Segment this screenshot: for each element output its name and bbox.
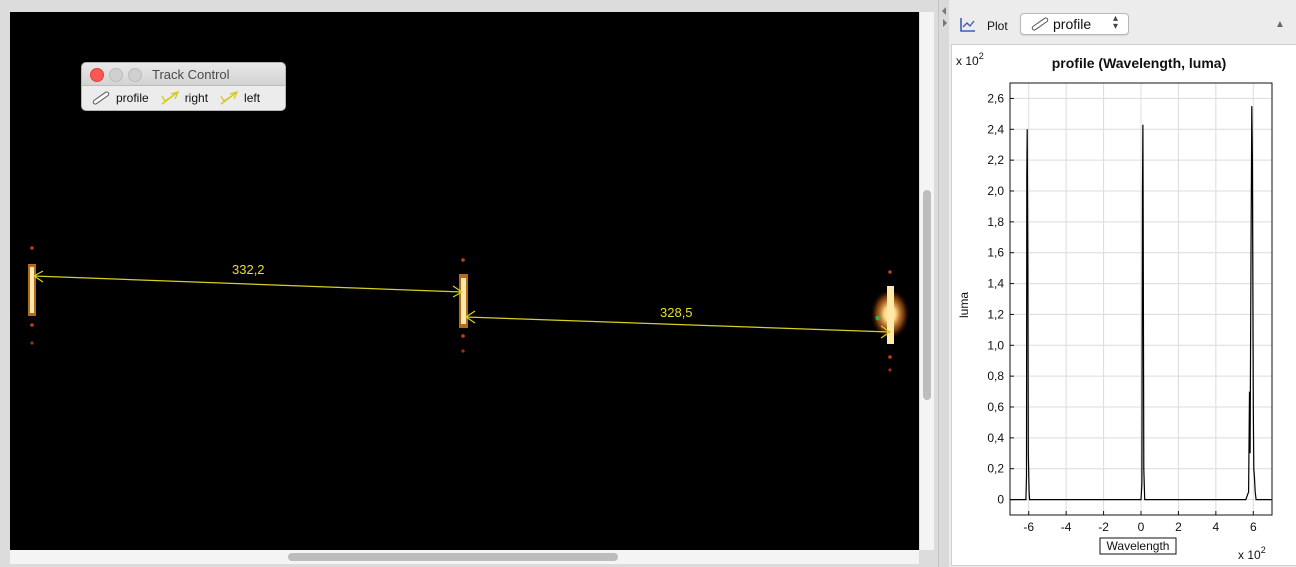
y-tick-label: 0,8: [987, 369, 1004, 383]
profile-icon: [92, 91, 110, 105]
collapse-arrows-icon[interactable]: [940, 4, 950, 44]
split-pane-divider[interactable]: [938, 0, 949, 567]
track-item-label: profile: [116, 91, 149, 105]
track-icon: [220, 90, 239, 105]
y-tick-label: 2,6: [987, 91, 1004, 105]
y-tick-label: 1,4: [987, 277, 1004, 291]
y-tick-label: 0: [997, 493, 1004, 507]
plot-label: Plot: [987, 19, 1008, 33]
track-control-items: profile right left: [82, 86, 285, 110]
series-line: [1010, 106, 1272, 501]
x-tick-label: 4: [1213, 520, 1220, 534]
plot-toolbar: Plot profile ▴ ▾ ▲: [949, 10, 1296, 38]
measure-label-1: 332,2: [232, 262, 265, 277]
chart-axes: -6 -4 -2 0 2 4 6 0 0,2 0,4 0,6 0,8 1,0 1,2 1,4 1,6 1,8 2,…: [987, 82, 1273, 534]
horizontal-scroll-thumb[interactable]: [288, 553, 618, 561]
plot-pane: Plot profile ▴ ▾ ▲ -6 -4 -2 0 2 4 6 0 0,2 0,4 0,6 0,…: [949, 0, 1296, 567]
select-arrows-icon: ▴ ▾: [1113, 13, 1119, 32]
track-icon: [161, 90, 179, 105]
minimize-button[interactable]: [109, 68, 123, 82]
y-tick-label: 1,6: [987, 246, 1004, 260]
chart-svg: -6 -4 -2 0 2 4 6 0 0,2 0,4 0,6 0,8 1,0 1,2 1,4 1,6 1,8 2,…: [956, 51, 1273, 562]
y-tick-label: 0,6: [987, 400, 1004, 414]
x-tick-label: 6: [1250, 520, 1257, 534]
y-tick-label: 2,4: [987, 122, 1004, 136]
y-tick-label: 1,2: [987, 307, 1004, 321]
measure-arrow-1[interactable]: 332,2: [32, 262, 464, 298]
x-tick-label: 2: [1175, 520, 1182, 534]
spectral-line-center: [459, 258, 468, 353]
track-control-titlebar[interactable]: Track Control: [82, 63, 285, 86]
collapse-panel-icon[interactable]: ▲: [1275, 19, 1285, 30]
x-tick-label: -2: [1098, 520, 1109, 534]
x-tick-label: 0: [1138, 520, 1145, 534]
x-multiplier: x 102: [1238, 545, 1266, 562]
vertical-scroll-thumb[interactable]: [923, 190, 931, 400]
profile-icon: [1031, 17, 1049, 31]
measure-arrow-2[interactable]: 328,5: [464, 305, 892, 339]
horizontal-scrollbar[interactable]: [10, 550, 919, 564]
zoom-button[interactable]: [128, 68, 142, 82]
track-item-left[interactable]: left: [218, 90, 260, 106]
chart-grid: [1010, 83, 1272, 515]
y-tick-label: 1,0: [987, 338, 1004, 352]
track-item-profile[interactable]: profile: [90, 90, 149, 106]
y-axis-label: luma: [957, 292, 971, 318]
track-control-window: Track Control profile right: [81, 62, 286, 111]
x-tick-label: -6: [1023, 520, 1034, 534]
y-multiplier: x 102: [956, 51, 984, 68]
selected-track-label: profile: [1053, 16, 1092, 32]
track-item-label: left: [244, 91, 261, 105]
vertical-scrollbar[interactable]: [920, 12, 934, 550]
track-select-dropdown[interactable]: profile ▴ ▾: [1020, 13, 1129, 35]
x-axis-label: Wavelength: [1107, 539, 1170, 553]
measure-label-2: 328,5: [660, 305, 693, 320]
close-button[interactable]: [90, 68, 104, 82]
chart-title: profile (Wavelength, luma): [1052, 55, 1227, 71]
track-control-title: Track Control: [152, 67, 230, 82]
spectral-line-left: [28, 246, 36, 345]
y-tick-label: 2,0: [987, 184, 1004, 198]
y-tick-label: 0,2: [987, 462, 1004, 476]
y-tick-label: 0,4: [987, 431, 1004, 445]
video-pane: 332,2 328,5 Track Control: [0, 0, 938, 567]
x-tick-label: -4: [1061, 520, 1072, 534]
spectral-line-right: [870, 270, 910, 372]
chart-series: [1010, 106, 1272, 501]
plot-chart-area[interactable]: -6 -4 -2 0 2 4 6 0 0,2 0,4 0,6 0,8 1,0 1,2 1,4 1,6 1,8 2,…: [951, 44, 1296, 566]
y-tick-label: 2,2: [987, 153, 1004, 167]
track-item-right[interactable]: right: [159, 90, 208, 106]
plot-axes-icon: [960, 18, 975, 32]
y-tick-label: 1,8: [987, 215, 1004, 229]
video-frame: 332,2 328,5: [28, 246, 910, 372]
track-item-label: right: [184, 91, 209, 105]
x-axis-label-box: [1099, 537, 1177, 555]
